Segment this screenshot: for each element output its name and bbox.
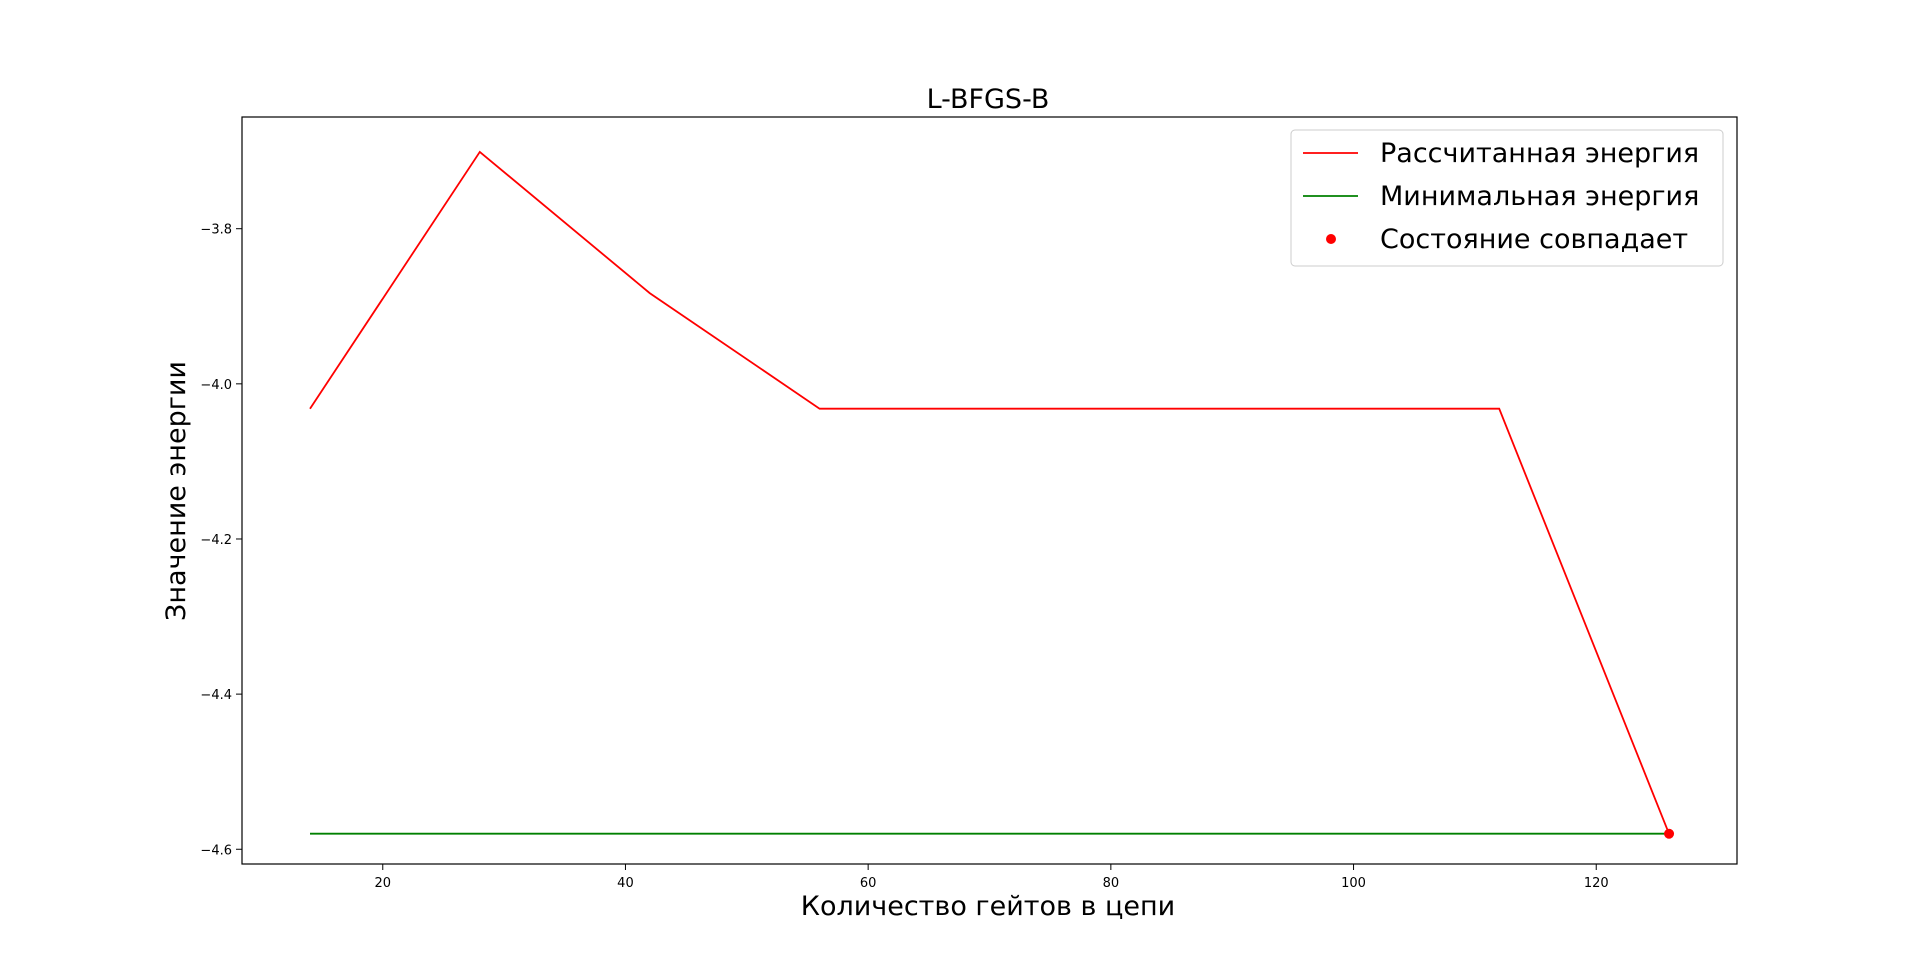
y-tick-label: −3.8 [200,223,232,238]
legend-swatch-3 [1326,234,1336,244]
x-tick-label: 120 [1584,876,1609,891]
y-tick-label: −4.2 [200,533,232,548]
y-tick-label: −4.0 [200,378,232,393]
chart-title: L-BFGS-B [927,84,1050,115]
series-point-3 [1664,828,1675,839]
legend-box [1290,129,1724,267]
x-tick-label: 40 [617,876,634,891]
series-line-1 [309,150,1670,835]
x-tick-label: 60 [860,876,877,891]
y-tick-label: −4.6 [200,843,232,858]
legend-label-1: Рассчитанная энергия [1380,138,1699,169]
x-tick-label: 80 [1103,876,1120,891]
axes-frame [241,116,1738,865]
y-tick-label: −4.4 [200,688,232,703]
x-tick-label: 100 [1341,876,1366,891]
legend-label-2: Минимальная энергия [1380,181,1699,212]
y-axis-label: Значение энергии [161,361,192,621]
plot-area: 20 40 60 80 100 120 −3.8 −4.0 −4.2 −4.4 −4.6 [200,116,1738,891]
x-tick-label: 20 [374,876,391,891]
legend-label-3: Состояние совпадает [1380,224,1688,255]
legend: Рассчитанная энергия Минимальная энергия С… [1290,129,1724,267]
x-axis-label: Количество гейтов в цепи [801,891,1175,922]
